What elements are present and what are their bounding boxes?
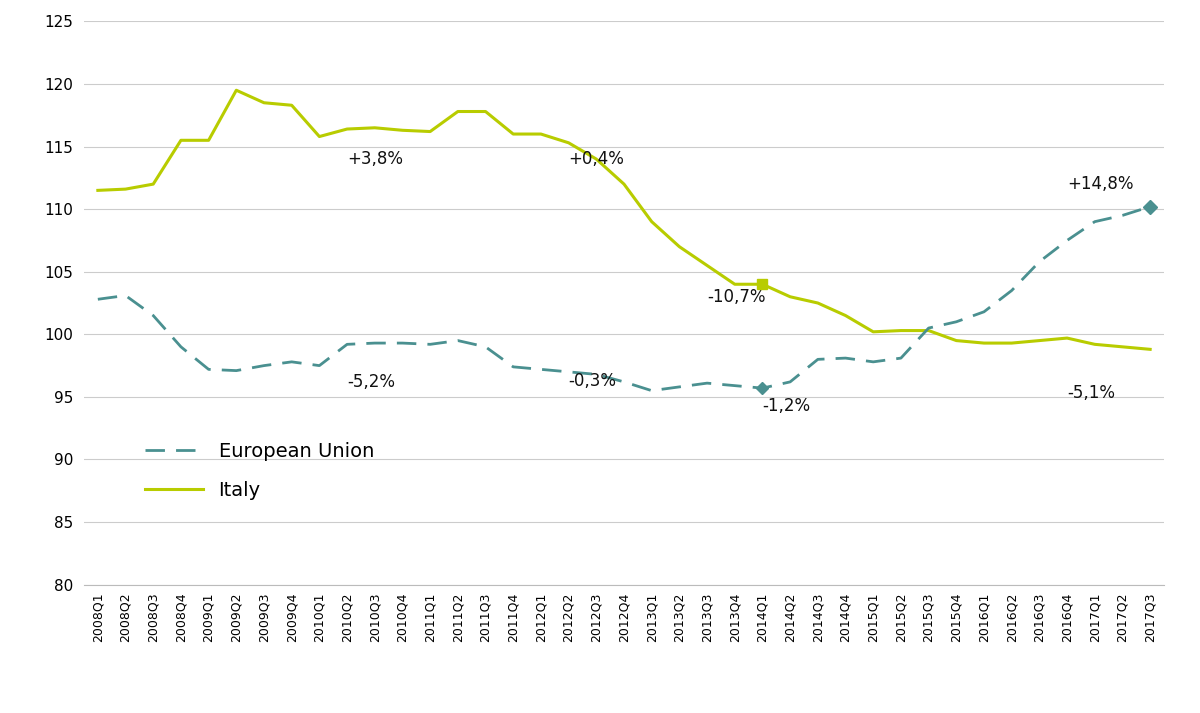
Legend: European Union, Italy: European Union, Italy [137,434,382,508]
Text: -0,3%: -0,3% [569,371,617,389]
Text: -5,2%: -5,2% [347,373,395,391]
Text: -1,2%: -1,2% [762,396,810,415]
Text: +3,8%: +3,8% [347,150,403,168]
Text: +14,8%: +14,8% [1067,175,1134,193]
Text: -10,7%: -10,7% [707,288,766,306]
Text: +0,4%: +0,4% [569,150,624,168]
Text: -5,1%: -5,1% [1067,384,1115,402]
